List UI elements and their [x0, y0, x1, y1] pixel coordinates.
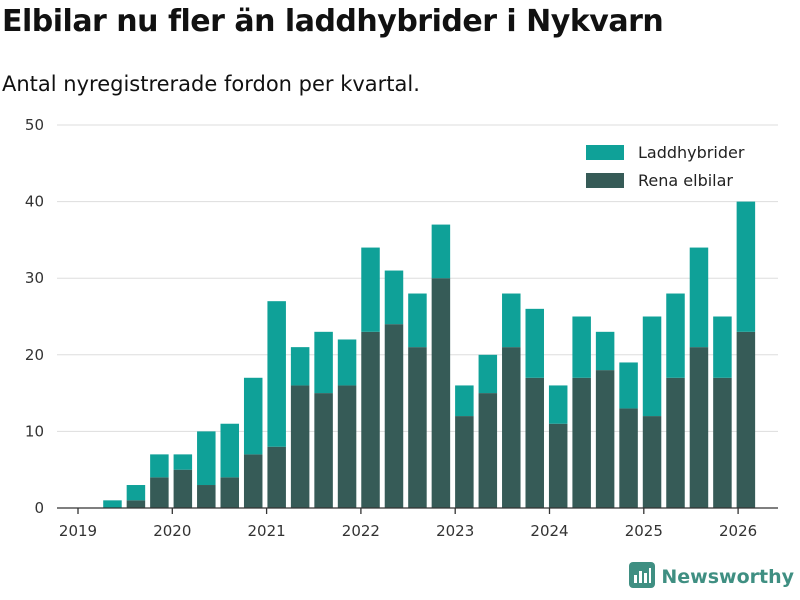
bar-rena-elbilar: [572, 377, 591, 508]
bar-laddhybrider: [220, 423, 240, 478]
bar-laddhybrider: [525, 308, 544, 378]
y-tick-label: 20: [25, 346, 44, 364]
y-tick-label: 30: [25, 269, 44, 287]
bar-laddhybrider: [103, 500, 122, 508]
bar-laddhybrider: [361, 247, 380, 332]
bar-rena-elbilar: [595, 370, 615, 508]
y-axis-tick-labels: 0 10 20 30 40 50: [25, 116, 44, 517]
bar-rena-elbilar: [220, 477, 240, 508]
bar-rena-elbilar: [642, 416, 662, 508]
bar-laddhybrider: [267, 301, 286, 447]
bar-laddhybrider: [666, 293, 685, 378]
bar-laddhybrider: [619, 362, 638, 409]
bar-rena-elbilar: [736, 331, 756, 508]
bar-rena-elbilar: [408, 347, 427, 508]
x-axis: [57, 507, 778, 514]
legend: Laddhybrider Rena elbilar: [586, 143, 745, 190]
x-axis-tick-labels: 2019 2020 2021 2022 2023 2024 2025 2026: [59, 522, 757, 540]
bar-laddhybrider: [455, 385, 474, 417]
bar-laddhybrider: [595, 331, 615, 371]
bar-laddhybrider: [384, 270, 404, 325]
x-tick-label: 2023: [436, 522, 474, 540]
bar-rena-elbilar: [150, 477, 169, 508]
bar-rena-elbilar: [502, 347, 521, 508]
bar-laddhybrider: [478, 354, 498, 394]
bar-laddhybrider: [713, 316, 732, 378]
bar-rena-elbilar: [666, 377, 685, 508]
y-tick-label: 0: [34, 499, 44, 517]
bar-laddhybrider: [290, 347, 310, 386]
y-tick-label: 50: [25, 116, 44, 134]
bar-rena-elbilar: [267, 446, 286, 508]
bar-rena-elbilar: [525, 377, 544, 508]
bar-rena-elbilar: [243, 454, 263, 508]
bar-laddhybrider: [243, 377, 263, 455]
bar-rena-elbilar: [126, 500, 146, 508]
bar-rena-elbilar: [478, 393, 498, 508]
bar-laddhybrider: [408, 293, 427, 348]
bar-laddhybrider: [431, 224, 451, 279]
x-tick-label: 2019: [59, 522, 97, 540]
bar-rena-elbilar: [314, 393, 333, 508]
y-tick-label: 10: [25, 422, 44, 440]
bar-laddhybrider: [197, 431, 216, 486]
bar-laddhybrider: [150, 454, 169, 478]
bar-rena-elbilar: [455, 416, 474, 508]
legend-swatch-rena-elbilar: [586, 173, 624, 188]
brand-name: Newsworthy: [661, 566, 794, 588]
bar-rena-elbilar: [713, 377, 732, 508]
bar-laddhybrider: [337, 339, 357, 386]
bar-rena-elbilar: [197, 485, 216, 508]
x-tick-label: 2021: [248, 522, 286, 540]
x-tick-label: 2024: [530, 522, 568, 540]
legend-label-laddhybrider: Laddhybrider: [638, 143, 745, 162]
bar-rena-elbilar: [619, 408, 638, 508]
bar-chart-logo-icon: [629, 562, 656, 592]
chart-title: Elbilar nu fler än laddhybrider i Nykvar…: [2, 4, 664, 39]
y-tick-label: 40: [25, 193, 44, 211]
x-tick-label: 2026: [719, 522, 757, 540]
x-tick-label: 2020: [153, 522, 191, 540]
bar-rena-elbilar: [431, 278, 451, 508]
bar-rena-elbilar: [384, 324, 404, 508]
bar-laddhybrider: [736, 201, 756, 332]
bar-rena-elbilar: [337, 385, 357, 508]
newsworthy-brand: Newsworthy: [629, 562, 794, 592]
x-tick-label: 2022: [342, 522, 380, 540]
bar-laddhybrider: [689, 247, 709, 348]
legend-label-rena-elbilar: Rena elbilar: [638, 171, 733, 190]
bar-rena-elbilar: [689, 347, 709, 508]
legend-swatch-laddhybrider: [586, 145, 624, 160]
chart-subtitle: Antal nyregistrerade fordon per kvartal.: [2, 72, 420, 96]
bar-laddhybrider: [173, 454, 193, 470]
bar-laddhybrider: [572, 316, 591, 378]
bar-laddhybrider: [314, 331, 333, 394]
bar-laddhybrider: [502, 293, 521, 348]
bar-laddhybrider: [548, 385, 568, 424]
x-tick-label: 2025: [625, 522, 663, 540]
bar-rena-elbilar: [173, 469, 193, 508]
bar-laddhybrider: [126, 485, 146, 501]
bar-laddhybrider: [642, 316, 662, 417]
bars: [103, 201, 756, 508]
bar-rena-elbilar: [361, 331, 380, 508]
bar-rena-elbilar: [548, 423, 568, 508]
bar-rena-elbilar: [290, 385, 310, 508]
